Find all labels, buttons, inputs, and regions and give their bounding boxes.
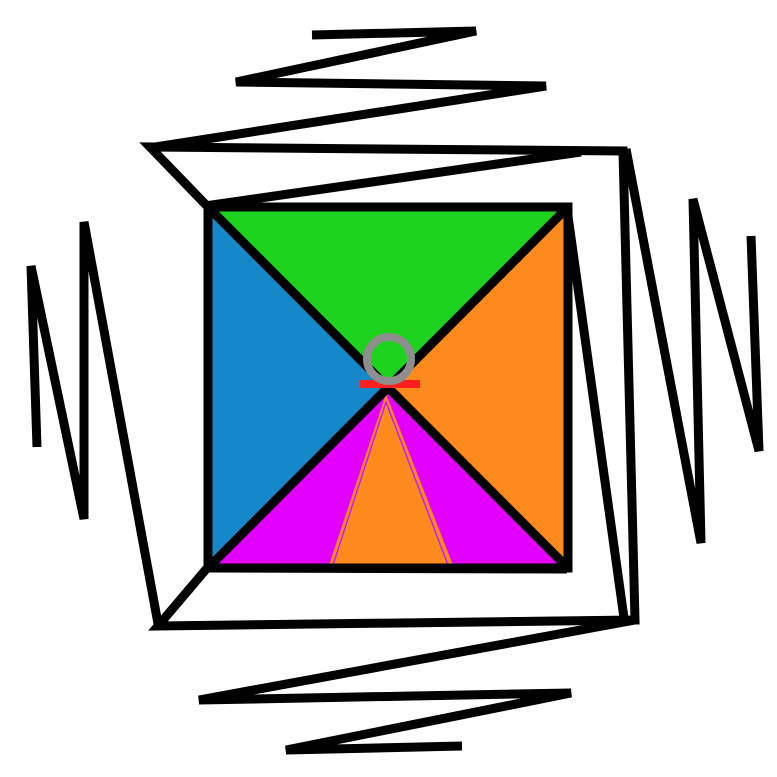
zigzag-top — [148, 26, 547, 153]
zigzag-right — [621, 148, 764, 544]
inner-spike — [329, 394, 453, 565]
inner-square — [203, 202, 573, 573]
zigzag-group — [26, 26, 764, 755]
triangle-left — [208, 207, 389, 568]
zigzag-bottom — [198, 615, 636, 755]
triangle-top — [208, 207, 568, 388]
outer-frame — [139, 142, 640, 631]
zigzag-left — [26, 221, 164, 630]
frame-connector-top — [204, 147, 582, 211]
ring-icon — [363, 333, 415, 385]
frame-connector-right — [562, 208, 629, 619]
inner-spike-outline — [332, 399, 449, 566]
triangle-right — [389, 207, 568, 568]
